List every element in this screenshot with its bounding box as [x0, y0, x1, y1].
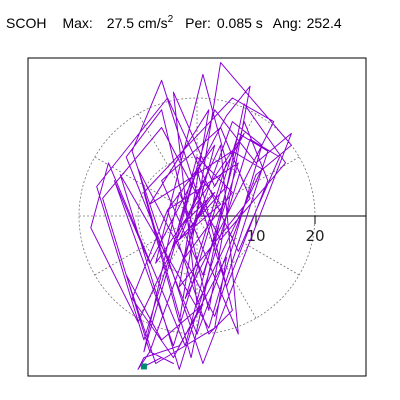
max-unit-exponent: 2: [167, 14, 174, 25]
axis-ticks: 10 20: [246, 216, 325, 245]
ang-value: 252.4: [306, 15, 342, 31]
max-value: 27.5: [106, 15, 135, 31]
chart-header: SCOH Max: 27.5 cm/s2 Per: 0.085 s Ang: 252.4: [6, 14, 342, 31]
tick-label: 20: [305, 227, 324, 245]
end-marker: [140, 363, 147, 370]
max-label: Max:: [62, 15, 93, 31]
per-label: Per:: [185, 15, 211, 31]
motion-trace: [90, 62, 292, 370]
tick-label: 10: [246, 227, 265, 245]
per-value: 0.085 s: [216, 15, 263, 31]
plot-frame: [27, 57, 367, 377]
max-unit: cm/s: [138, 15, 168, 31]
ang-label: Ang:: [272, 15, 302, 31]
station-code: SCOH: [6, 15, 47, 31]
